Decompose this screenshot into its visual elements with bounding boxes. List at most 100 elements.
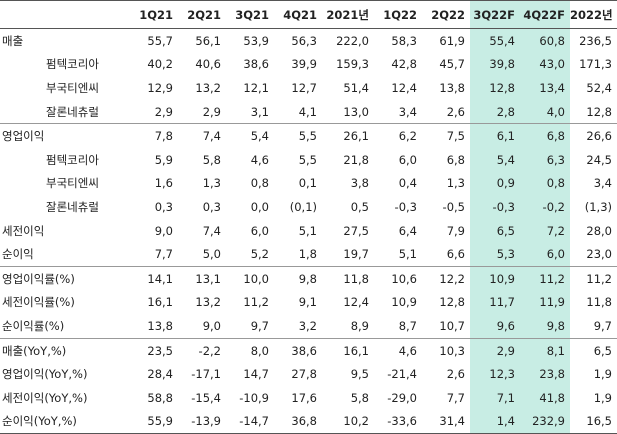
cell: 6,2 xyxy=(374,123,422,148)
cell: 1,3 xyxy=(446,176,465,191)
cell: 40,6 xyxy=(195,57,221,72)
cell: 5,9 xyxy=(154,152,173,167)
cell: 9,8 xyxy=(520,314,570,339)
cell: 3,2 xyxy=(298,318,317,333)
cell: 23,0 xyxy=(586,247,612,262)
table-row: 영업이익률(%) 14,1 13,1 10,0 9,8 11,8 10,6 12,2 10,9 1… xyxy=(0,265,617,291)
cell: 2,8 xyxy=(470,99,520,124)
cell: 11,2 xyxy=(570,265,617,291)
cell: 3,4 xyxy=(593,176,612,191)
cell: 13,8 xyxy=(439,80,465,95)
cell: 27,5 xyxy=(343,223,369,238)
cell: 6,4 xyxy=(398,223,417,238)
cell: 52,4 xyxy=(586,80,612,95)
row-label: 매출(YoY,%) xyxy=(0,337,130,363)
cell: 9,0 xyxy=(202,318,221,333)
cell: 56,3 xyxy=(291,33,317,48)
table-row: 세전이익률(%) 16,1 13,2 11,2 9,1 12,4 10,9 12,8 11,7 1… xyxy=(0,290,617,315)
row-label: 잘론네츄럴 xyxy=(46,199,99,214)
cell: 5,5 xyxy=(298,152,317,167)
cell: -15,4 xyxy=(191,390,221,405)
cell: 9,6 xyxy=(470,314,520,339)
cell: 10,9 xyxy=(391,295,417,310)
cell: 53,9 xyxy=(243,33,269,48)
cell: 14,1 xyxy=(130,265,178,291)
cell: 3,8 xyxy=(350,176,369,191)
table-header: 1Q21 2Q21 3Q21 4Q21 2021년 1Q22 2Q22 3Q22F 4Q22F 2… xyxy=(0,0,617,29)
cell: 4,0 xyxy=(520,99,570,124)
row-label: 순이익 xyxy=(2,247,34,262)
cell: 0,3 xyxy=(154,199,173,214)
table-row: 펌텍코리아 5,9 5,8 4,6 5,5 21,8 6,0 6,8 5,4 6,3 24,5 xyxy=(0,147,617,172)
cell: 26,1 xyxy=(322,123,374,148)
cell: 1,6 xyxy=(154,176,173,191)
cell: 3,1 xyxy=(250,104,269,119)
cell: 10,9 xyxy=(470,265,520,291)
cell: 42,8 xyxy=(391,57,417,72)
cell: 10,7 xyxy=(439,318,465,333)
cell: -17,1 xyxy=(191,367,221,382)
cell: 2,9 xyxy=(154,104,173,119)
cell: 13,2 xyxy=(195,295,221,310)
cell: 11,8 xyxy=(322,265,374,291)
header-row: 1Q21 2Q21 3Q21 4Q21 2021년 1Q22 2Q22 3Q22F 4Q22F 2… xyxy=(0,0,617,29)
cell: -0,2 xyxy=(520,195,570,219)
cell: 1,9 xyxy=(593,367,612,382)
cell: 7,7 xyxy=(154,247,173,262)
cell: 7,4 xyxy=(202,223,221,238)
cell: 0,4 xyxy=(398,176,417,191)
cell: 16,1 xyxy=(322,337,374,363)
cell: 0,0 xyxy=(250,199,269,214)
column-header: 4Q21 xyxy=(274,0,322,29)
table-row: 영업이익(YoY,%) 28,4 -17,1 14,7 27,8 9,5 -21,4 2,6 1… xyxy=(0,362,617,386)
cell: 6,8 xyxy=(446,152,465,167)
cell: 2,6 xyxy=(446,104,465,119)
cell: 6,0 xyxy=(250,223,269,238)
cell: 58,3 xyxy=(391,33,417,48)
cell: 24,5 xyxy=(586,152,612,167)
table-row: 순이익 7,7 5,0 5,2 1,8 19,7 5,1 6,6 5,3 6,0 23,0 xyxy=(0,242,617,267)
row-label: 세전이익률(%) xyxy=(2,295,75,310)
cell: 2,6 xyxy=(446,367,465,382)
cell: 1,8 xyxy=(298,247,317,262)
cell: 9,7 xyxy=(593,318,612,333)
cell: 4,6 xyxy=(250,152,269,167)
row-label: 영업이익률(%) xyxy=(0,265,130,291)
cell: 6,1 xyxy=(470,123,520,148)
row-label: 펌텍코리아 xyxy=(46,57,99,72)
cell: 0,8 xyxy=(250,176,269,191)
cell: 5,4 xyxy=(470,147,520,172)
cell: (0,1) xyxy=(289,199,317,214)
cell: 5,1 xyxy=(298,223,317,238)
cell: 45,7 xyxy=(439,57,465,72)
cell: 23,5 xyxy=(130,337,178,363)
cell: 8,7 xyxy=(398,318,417,333)
cell: 6,5 xyxy=(470,218,520,243)
cell: -10,9 xyxy=(239,390,269,405)
cell: 0,8 xyxy=(520,171,570,196)
cell: 9,7 xyxy=(250,318,269,333)
cell: 12,4 xyxy=(343,295,369,310)
table-row: 잘론네츄럴 2,9 2,9 3,1 4,1 13,0 3,4 2,6 2,8 4,0 12,8 xyxy=(0,99,617,124)
cell: 38,6 xyxy=(274,337,322,363)
cell: 8,0 xyxy=(226,337,274,363)
cell: 28,0 xyxy=(586,223,612,238)
cell: -0,5 xyxy=(442,199,465,214)
row-label: 영업이익(YoY,%) xyxy=(2,367,88,382)
cell: 11,9 xyxy=(520,290,570,315)
column-header: 2Q22 xyxy=(422,0,470,29)
cell: 13,2 xyxy=(195,80,221,95)
cell: 26,6 xyxy=(570,123,617,148)
cell: 55,4 xyxy=(470,28,520,53)
cell: 222,0 xyxy=(336,33,369,48)
cell: 7,9 xyxy=(446,223,465,238)
cell: 56,1 xyxy=(195,33,221,48)
cell: 60,8 xyxy=(520,28,570,53)
cell: 12,2 xyxy=(422,265,470,291)
cell: 9,8 xyxy=(274,265,322,291)
cell: 6,8 xyxy=(520,123,570,148)
cell: 11,8 xyxy=(586,295,612,310)
cell: 39,9 xyxy=(291,57,317,72)
